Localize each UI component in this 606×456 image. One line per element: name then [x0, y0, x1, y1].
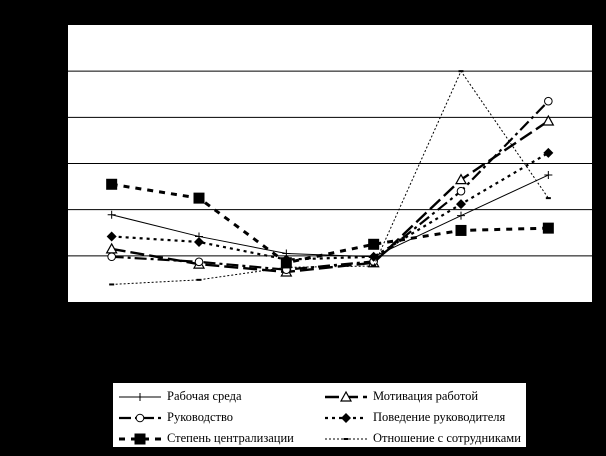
- series-0: [107, 171, 553, 261]
- series-5: [109, 70, 551, 286]
- data-point: [368, 238, 380, 250]
- legend-label: Мотивация работой: [373, 389, 479, 403]
- legend-label: Отношение с сотрудниками: [373, 431, 521, 445]
- legend-swatch-otnoshenie-s-sotrudnikami: [325, 437, 367, 440]
- data-point: [456, 186, 466, 196]
- series-line: [111, 100, 550, 271]
- data-point: [106, 231, 117, 242]
- data-point: [544, 171, 553, 180]
- legend: Рабочая среда Руководство Степень центра…: [113, 383, 526, 447]
- data-point: [194, 257, 204, 267]
- swatch-marker: [134, 433, 146, 444]
- data-point: [542, 114, 555, 126]
- data-point: [458, 70, 464, 73]
- data-point: [196, 278, 202, 281]
- data-point: [371, 264, 377, 267]
- series-4: [106, 178, 554, 269]
- data-point: [106, 178, 118, 190]
- data-point: [542, 222, 554, 234]
- series-line: [111, 174, 549, 258]
- swatch-marker: [339, 390, 353, 402]
- data-point: [368, 251, 379, 262]
- legend-swatch-motivaciya-rabotoy: [325, 390, 367, 402]
- legend-swatch-rukovodstvo: [119, 413, 161, 422]
- data-point: [456, 199, 466, 210]
- data-point: [107, 210, 116, 219]
- data-point: [283, 266, 289, 269]
- series-group: [105, 70, 555, 286]
- swatch-marker: [343, 437, 349, 440]
- swatch-marker: [136, 392, 144, 401]
- data-point: [454, 173, 468, 185]
- series-line: [111, 182, 549, 265]
- data-point: [194, 236, 204, 247]
- legend-item-povedenie-rukovoditelya: Поведение руководителя: [323, 407, 505, 428]
- data-point: [193, 192, 205, 204]
- data-point: [280, 257, 292, 269]
- data-point: [545, 197, 551, 200]
- legend-label: Поведение руководителя: [373, 410, 506, 424]
- series-line: [111, 70, 549, 285]
- legend-label: Степень централизации: [167, 431, 294, 445]
- legend-swatch-stepen-centralizacii: [119, 433, 161, 444]
- data-point: [109, 283, 115, 286]
- legend-item-otnoshenie-s-sotrudnikami: Отношение с сотрудниками: [323, 428, 521, 449]
- swatch-marker: [341, 412, 351, 423]
- legend-item-stepen-centralizacii: Степень централизации: [117, 428, 294, 449]
- data-point: [107, 252, 116, 262]
- legend-swatch-povedenie-rukovoditelya: [325, 412, 367, 423]
- legend-item-rukovodstvo: Руководство: [117, 407, 233, 428]
- series-line: [111, 151, 549, 261]
- legend-item-motivaciya-rabotoy: Мотивация работой: [323, 386, 478, 407]
- data-point: [455, 224, 467, 236]
- legend-item-rabochaya-sreda: Рабочая среда: [117, 386, 242, 407]
- data-point: [544, 96, 553, 106]
- series-line: [111, 120, 550, 274]
- swatch-marker: [135, 413, 145, 422]
- legend-swatch-rabochaya-sreda: [119, 392, 161, 401]
- legend-label: Рабочая среда: [167, 389, 242, 403]
- data-point: [543, 147, 554, 158]
- data-point: [457, 211, 465, 220]
- legend-label: Руководство: [167, 410, 234, 424]
